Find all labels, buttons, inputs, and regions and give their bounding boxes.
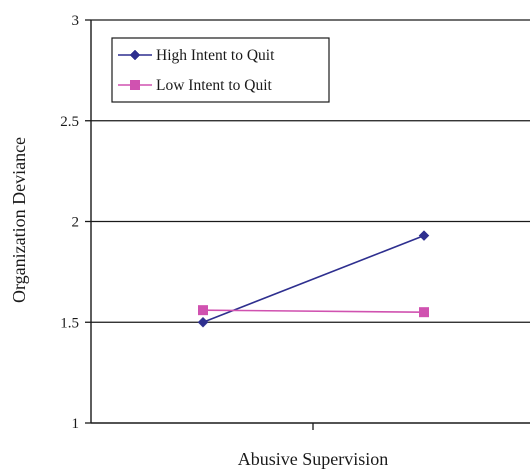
legend-label: Low Intent to Quit: [156, 77, 272, 94]
legend-marker: [130, 80, 140, 90]
y-tick-label: 1.5: [60, 315, 79, 331]
legend-box: [111, 37, 330, 103]
data-point: [198, 305, 208, 316]
legend-label: High Intent to Quit: [156, 47, 275, 64]
data-point: [197, 316, 209, 328]
y-tick-label: 2.5: [60, 114, 79, 130]
gridlines: [91, 19, 530, 323]
series-line: [202, 234, 425, 323]
y-tick-label: 1: [72, 416, 80, 432]
y-axis-title: Organization Deviance: [9, 137, 29, 303]
legend-marker: [129, 49, 141, 61]
x-axis-title: Abusive Supervision: [238, 449, 389, 469]
y-tick-label: 3: [72, 13, 80, 29]
data-point: [419, 307, 429, 318]
axes: [85, 19, 530, 430]
y-tick-labels: 1 1.5 2 2.5 3: [60, 13, 79, 432]
legend-item: High Intent to Quit: [118, 47, 275, 64]
series: [197, 230, 430, 328]
legend: High Intent to Quit Low Intent to Quit: [111, 37, 330, 103]
series-1: [198, 305, 429, 318]
data-point: [418, 230, 430, 241]
y-tick-label: 2: [72, 215, 80, 231]
legend-items: High Intent to Quit Low Intent to Quit: [118, 47, 275, 94]
series-0: [197, 230, 430, 328]
series-line: [202, 309, 425, 313]
legend-item: Low Intent to Quit: [118, 77, 272, 94]
